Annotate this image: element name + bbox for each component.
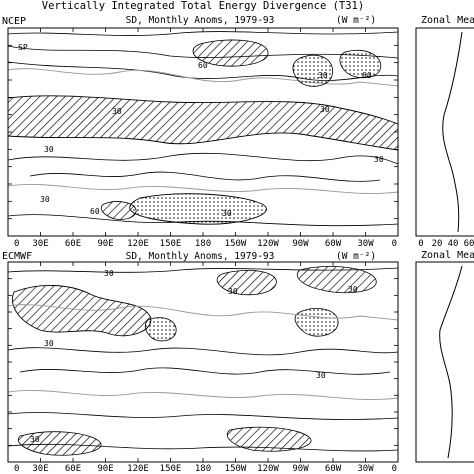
panel-subtitle-ncep: SD, Monthly Anoms, 1979-93 bbox=[126, 15, 275, 26]
map-x-axis-labels-ncep: 0 30E 60E 90E 120E 150E 180 150W 120W 90W 60W 30W 0 bbox=[14, 239, 397, 249]
contour-label: 30 bbox=[228, 287, 238, 296]
contour-label: 60 bbox=[362, 71, 372, 80]
coastline bbox=[8, 68, 398, 87]
contour-label: 30 bbox=[222, 209, 232, 218]
contour-region-dotted bbox=[144, 317, 177, 342]
right-panel-title-bottom: Zonal Mea bbox=[421, 250, 474, 261]
panel-subtitle-ecmwf: SD, Monthly Anoms, 1979-93 bbox=[126, 251, 275, 262]
map-panel-ncep: NCEP SD, Monthly Anoms, 1979-93 (W m⁻²) … bbox=[2, 15, 399, 249]
x-axis-tick-label: 150W bbox=[225, 464, 247, 474]
panel-units-ncep: (W m⁻²) bbox=[336, 15, 376, 26]
x-axis-tick-label: 150E bbox=[160, 239, 182, 249]
zonal-x-axis-tick-label: 0 bbox=[418, 239, 423, 249]
zonal-mean-curve-bottom bbox=[439, 265, 463, 459]
contour-label: SP bbox=[18, 43, 28, 52]
x-axis-tick-label: 90E bbox=[97, 464, 113, 474]
contour-region-hatched bbox=[18, 431, 102, 456]
contour-region-hatched bbox=[8, 95, 398, 151]
zonal-x-axis-tick-label: 40 bbox=[448, 239, 459, 249]
x-axis-tick-label: 60E bbox=[65, 239, 81, 249]
contour-line bbox=[8, 412, 398, 420]
right-panel-title-top: Zonal Mea bbox=[421, 15, 474, 26]
x-axis-tick-label: 0 bbox=[14, 239, 19, 249]
contour-line bbox=[19, 367, 391, 375]
contour-label: 30 bbox=[316, 371, 326, 380]
contour-line bbox=[8, 31, 398, 36]
panel-label-ncep: NCEP bbox=[2, 16, 26, 27]
contour-label: 30 bbox=[40, 195, 50, 204]
x-axis-tick-label: 120W bbox=[257, 239, 279, 249]
x-axis-tick-label: 30E bbox=[32, 239, 48, 249]
x-axis-tick-label: 0 bbox=[14, 464, 19, 474]
contour-label: 60 bbox=[90, 207, 100, 216]
zonal-mean-curve-top bbox=[442, 31, 463, 233]
zonal-x-axis-tick-label: 20 bbox=[432, 239, 443, 249]
panel-units-ecmwf: (W m⁻²) bbox=[336, 251, 376, 262]
x-axis-tick-label: 30W bbox=[357, 464, 374, 474]
contour-line bbox=[8, 443, 398, 452]
panel-label-ecmwf: ECMWF bbox=[2, 251, 32, 262]
contour-region-hatched bbox=[226, 426, 312, 452]
contour-label: 30 bbox=[104, 269, 114, 278]
map-x-axis-labels-ecmwf: 0 30E 60E 90E 120E 150E 180 150W 120W 90W 60W 30W 0 bbox=[14, 464, 397, 474]
x-axis-tick-label: 180 bbox=[195, 239, 211, 249]
contour-line bbox=[8, 347, 398, 356]
x-axis-tick-label: 90E bbox=[97, 239, 113, 249]
x-axis-tick-label: 60W bbox=[325, 464, 342, 474]
contour-region-dotted bbox=[339, 49, 382, 79]
contour-region-hatched bbox=[100, 201, 137, 220]
contour-region-dotted bbox=[129, 193, 267, 225]
coastline bbox=[8, 390, 398, 400]
zonal-x-axis-labels-top: 0 20 40 60 bbox=[418, 239, 474, 249]
contour-region-hatched bbox=[12, 284, 152, 337]
x-axis-tick-label: 120E bbox=[127, 239, 149, 249]
x-axis-tick-label: 90W bbox=[292, 464, 309, 474]
contour-label: 30 bbox=[112, 107, 122, 116]
contour-region-hatched bbox=[296, 265, 377, 294]
zonal-frame-bottom bbox=[415, 261, 474, 463]
map-axis-ticks-ncep bbox=[7, 28, 399, 236]
contour-region-dotted bbox=[294, 308, 339, 337]
x-axis-tick-label: 60E bbox=[65, 464, 81, 474]
x-axis-tick-label: 30E bbox=[32, 464, 48, 474]
contour-label: 30 bbox=[374, 155, 384, 164]
coastline bbox=[8, 304, 398, 321]
contour-label: 30 bbox=[30, 435, 40, 444]
x-axis-tick-label: 150W bbox=[225, 239, 247, 249]
contour-line bbox=[8, 61, 398, 81]
contour-line bbox=[8, 214, 398, 227]
contour-line bbox=[8, 152, 398, 165]
zonal-mean-panel-bottom bbox=[415, 261, 474, 463]
map-panel-ecmwf: ECMWF SD, Monthly Anoms, 1979-93 (W m⁻²)… bbox=[2, 251, 399, 474]
x-axis-tick-label: 30W bbox=[357, 239, 374, 249]
contour-region-hatched bbox=[192, 39, 269, 67]
contour-region-hatched bbox=[216, 269, 277, 296]
x-axis-tick-label: 120W bbox=[257, 464, 279, 474]
contour-label: 30 bbox=[348, 285, 358, 294]
contour-line bbox=[29, 171, 381, 182]
map-axis-ticks-ecmwf bbox=[7, 262, 399, 462]
figure-title: Vertically Integrated Total Energy Diver… bbox=[42, 0, 364, 12]
x-axis-tick-label: 180 bbox=[195, 464, 211, 474]
x-axis-tick-label: 0 bbox=[392, 464, 397, 474]
zonal-frame-top bbox=[415, 27, 474, 237]
coastline bbox=[8, 184, 398, 194]
contour-line bbox=[8, 45, 398, 59]
contour-label: 30 bbox=[44, 339, 54, 348]
x-axis-tick-label: 150E bbox=[160, 464, 182, 474]
contour-region-dotted bbox=[292, 54, 333, 87]
x-axis-tick-label: 60W bbox=[325, 239, 342, 249]
contour-label: 30 bbox=[320, 105, 330, 114]
zonal-mean-panel-top: 0 20 40 60 bbox=[415, 27, 474, 249]
zonal-x-axis-tick-label: 60 bbox=[464, 239, 474, 249]
contour-label: 60 bbox=[198, 61, 208, 70]
x-axis-tick-label: 90W bbox=[292, 239, 309, 249]
contour-label: 30 bbox=[318, 71, 328, 80]
x-axis-tick-label: 120E bbox=[127, 464, 149, 474]
contour-label: 30 bbox=[44, 145, 54, 154]
x-axis-tick-label: 0 bbox=[392, 239, 397, 249]
